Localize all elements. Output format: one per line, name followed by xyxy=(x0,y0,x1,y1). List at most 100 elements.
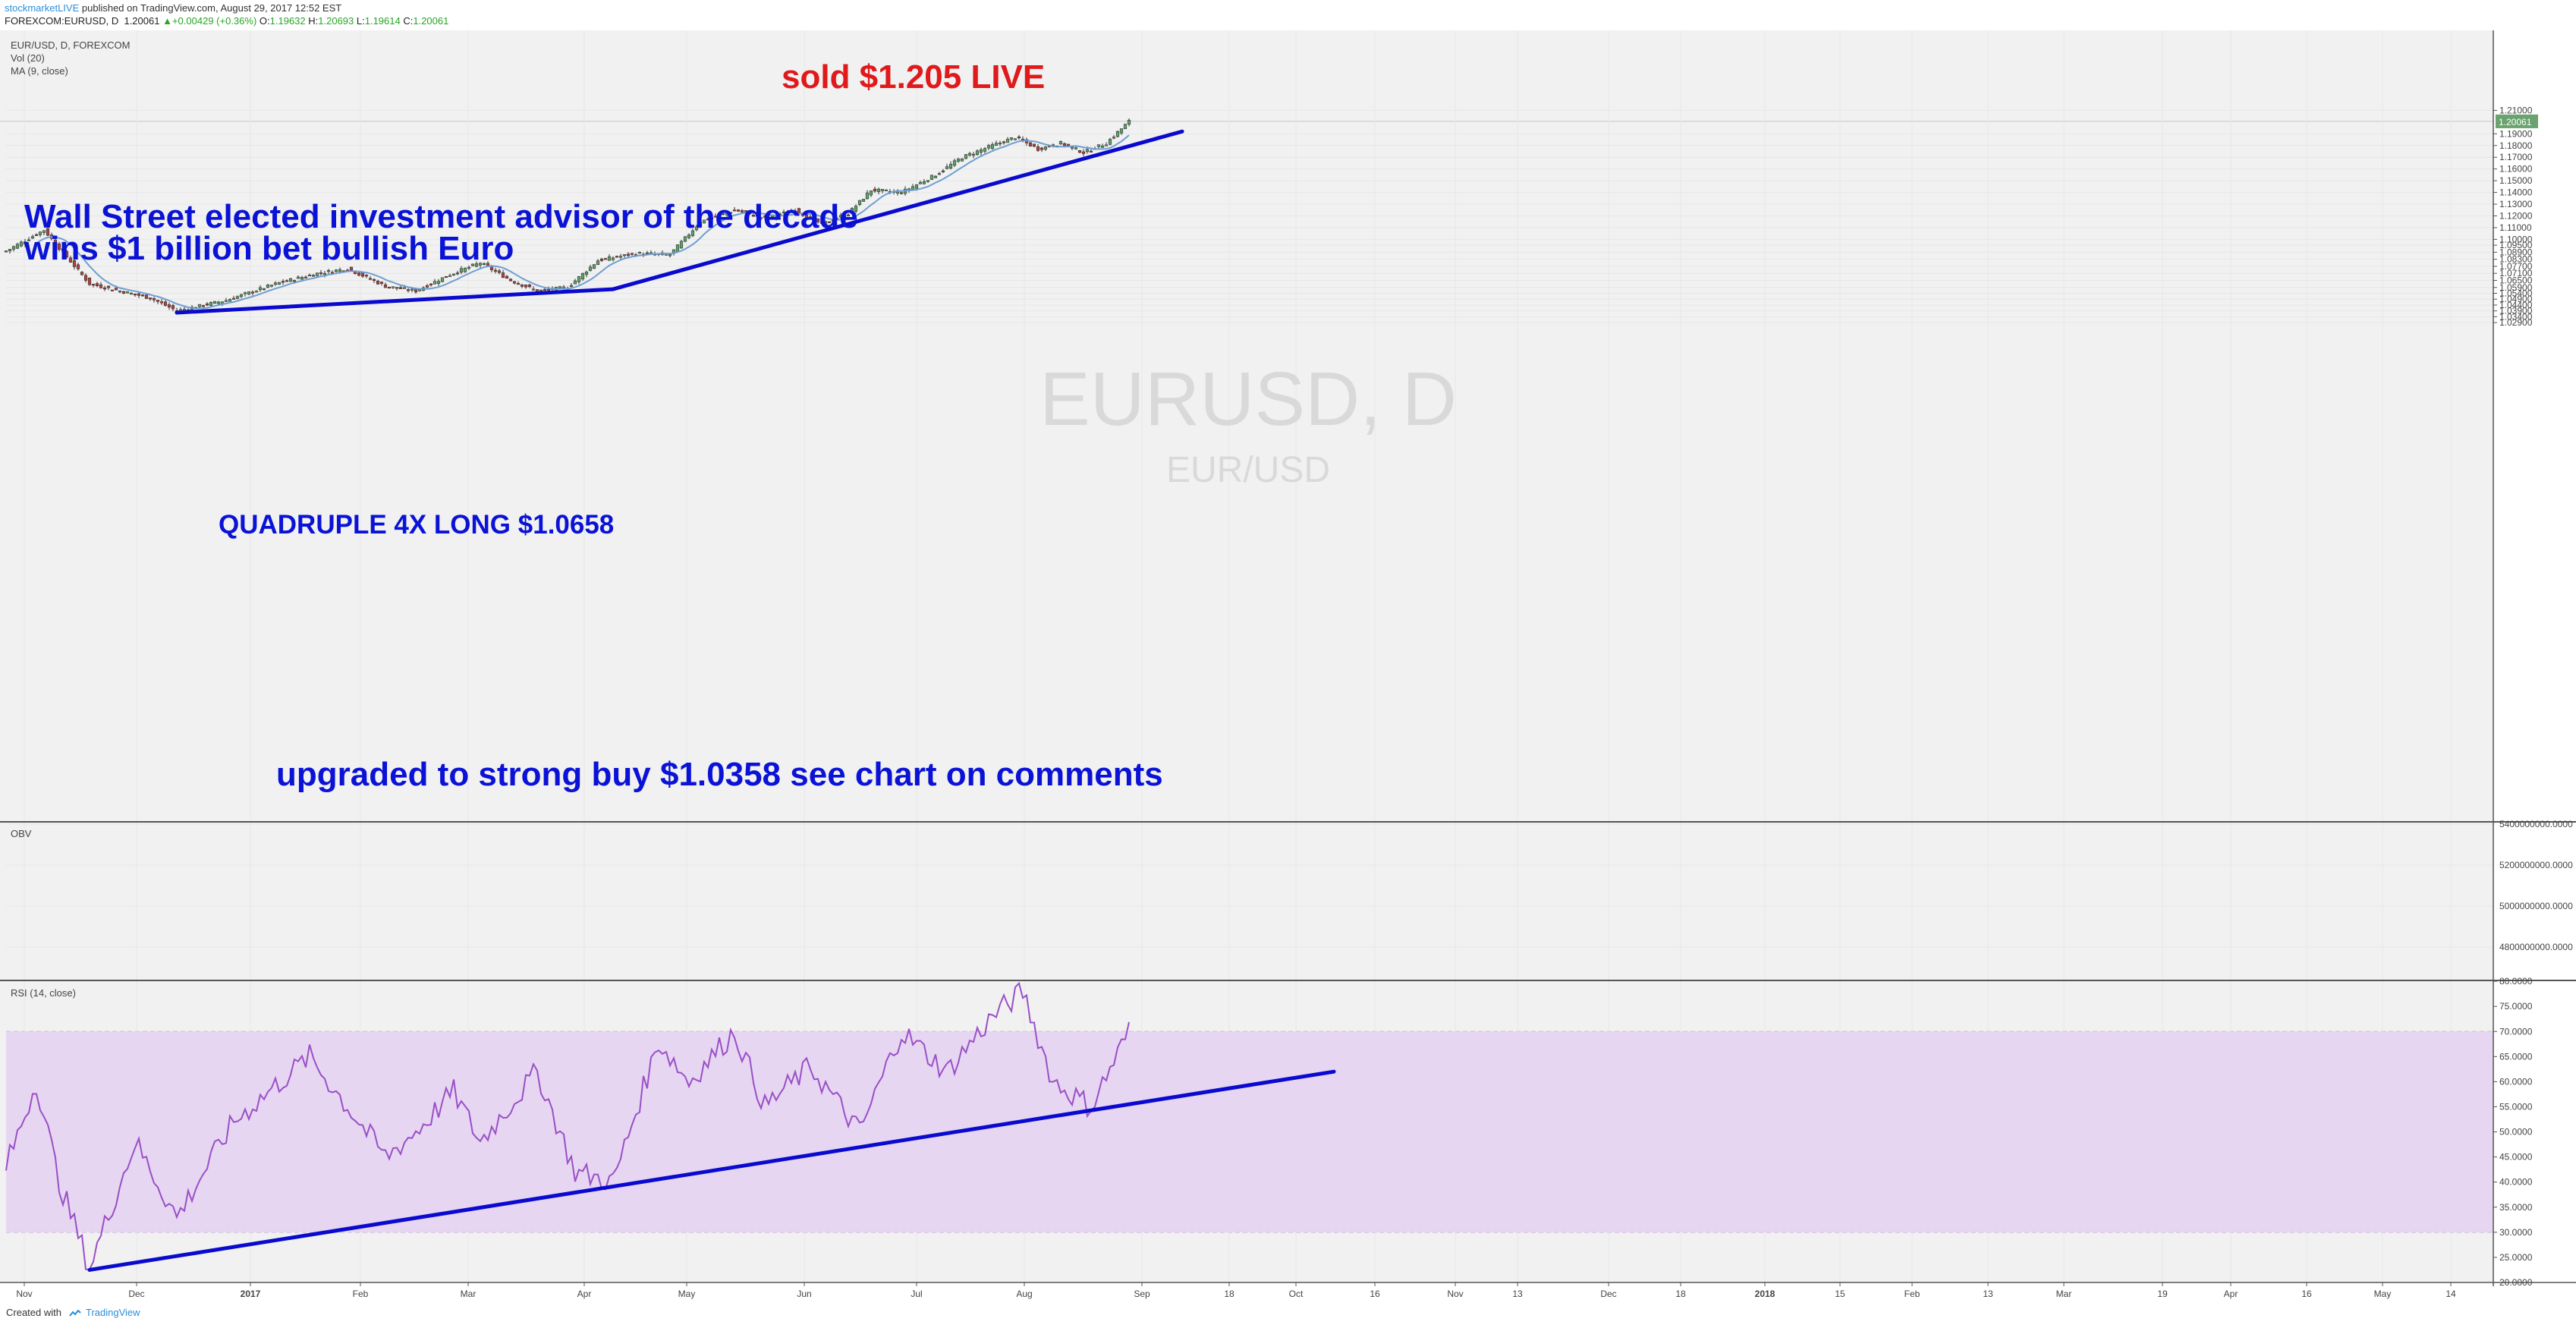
time-tick-label: 13 xyxy=(1983,1289,1993,1299)
candle-body xyxy=(842,215,847,218)
candle-body xyxy=(387,286,392,289)
price-tick-label: 1.07100 xyxy=(2499,268,2533,279)
candle-body xyxy=(630,253,634,255)
candle-body xyxy=(1119,128,1124,134)
candle-body xyxy=(224,300,228,302)
candle-body xyxy=(319,272,323,275)
moving-average-line xyxy=(36,134,1130,310)
candle-body xyxy=(315,272,319,276)
candle-body xyxy=(326,269,331,272)
price-tick-label: 1.15000 xyxy=(2499,175,2533,186)
tradingview-logo-icon xyxy=(69,1309,81,1317)
price-tick-label: 1.16000 xyxy=(2499,164,2533,175)
candle-body xyxy=(577,276,581,282)
candle-body xyxy=(622,254,627,256)
price-tick-label: 1.08300 xyxy=(2499,254,2533,265)
candle-body xyxy=(599,258,604,261)
price-tick-label: 1.05900 xyxy=(2499,282,2533,293)
candle-body xyxy=(250,291,255,294)
candle-body xyxy=(379,282,384,284)
candle-body xyxy=(804,214,809,219)
candle-body xyxy=(709,217,714,219)
publisher-link[interactable]: stockmarketLIVE xyxy=(5,2,80,14)
candle-body xyxy=(451,273,456,275)
candle-body xyxy=(357,272,361,276)
price-tick-label: 1.02900 xyxy=(2499,317,2533,328)
tradingview-link[interactable]: TradingView xyxy=(85,1307,140,1318)
time-tick-label: 15 xyxy=(1835,1289,1845,1299)
footer: Created with TradingView xyxy=(6,1307,140,1318)
candle-body xyxy=(459,268,464,273)
candle-body xyxy=(159,301,164,304)
candle-body xyxy=(527,285,532,288)
candle-body xyxy=(148,297,153,300)
candle-body xyxy=(11,246,16,250)
candle-body xyxy=(38,231,42,235)
candle-body xyxy=(675,244,680,252)
time-tick-label: Jun xyxy=(797,1289,811,1299)
candle-body xyxy=(470,263,475,266)
candle-body xyxy=(254,291,259,293)
publish-line: stockmarketLIVE published on TradingView… xyxy=(5,2,341,14)
grid xyxy=(0,30,2493,1282)
time-tick-label: 16 xyxy=(1370,1289,1380,1299)
candle-body xyxy=(285,280,289,282)
candle-body xyxy=(444,275,448,279)
candle-body xyxy=(952,160,957,166)
price-tick-label: 1.10000 xyxy=(2499,234,2533,244)
time-tick-label: Sep xyxy=(1134,1289,1150,1299)
headline-line-2: wins $1 billion bet bullish Euro xyxy=(24,230,514,267)
price-tick-label: 1.18000 xyxy=(2499,140,2533,151)
candle-body xyxy=(432,281,437,285)
candle-body xyxy=(520,284,524,287)
candle-body xyxy=(57,243,61,250)
time-tick-label: Jul xyxy=(911,1289,922,1299)
candle-body xyxy=(334,269,338,272)
candle-body xyxy=(588,266,593,271)
candle-body xyxy=(819,222,824,224)
candle-body xyxy=(269,285,274,287)
candle-body xyxy=(793,210,797,212)
rsi-tick-label: 40.0000 xyxy=(2499,1177,2533,1188)
time-tick-label: Feb xyxy=(1904,1289,1920,1299)
candle-body xyxy=(53,239,58,245)
published-text: published on TradingView.com, August 29,… xyxy=(79,2,342,14)
candle-body xyxy=(493,269,498,272)
candle-body xyxy=(8,249,12,252)
candle-body xyxy=(197,304,202,307)
obv-tick-label: 5000000000.0000 xyxy=(2499,901,2573,911)
candle-body xyxy=(543,288,547,291)
candle-body xyxy=(307,274,312,277)
candle-body xyxy=(455,272,460,275)
candle-body xyxy=(42,230,46,233)
candle-body xyxy=(1036,146,1040,151)
candle-body xyxy=(846,214,851,216)
candle-body xyxy=(364,275,369,277)
candle-body xyxy=(95,283,99,286)
trendline xyxy=(87,1069,1336,1272)
candle-body xyxy=(76,264,80,269)
candle-body xyxy=(945,166,949,169)
candle-body xyxy=(19,241,24,247)
candle-body xyxy=(212,301,217,304)
candle-body xyxy=(156,300,160,302)
candle-body xyxy=(1032,143,1036,147)
candle-body xyxy=(277,282,282,285)
candle-body xyxy=(1115,131,1120,137)
candle-body xyxy=(865,192,870,200)
candle-body xyxy=(816,219,820,222)
candle-body xyxy=(83,275,88,281)
rsi-tick-label: 80.0000 xyxy=(2499,976,2533,987)
candle-body xyxy=(209,302,213,306)
candle-body xyxy=(167,304,171,308)
candle-body xyxy=(812,218,816,220)
candle-body xyxy=(922,181,926,184)
candle-body xyxy=(102,287,107,290)
candle-body xyxy=(1077,150,1082,153)
candle-body xyxy=(694,226,699,231)
candle-body xyxy=(1096,144,1101,147)
price-tick-label: 1.06500 xyxy=(2499,275,2533,285)
time-tick-label: Aug xyxy=(1016,1289,1032,1299)
candle-body xyxy=(823,221,828,226)
last-price: 1.20061 xyxy=(124,15,160,27)
